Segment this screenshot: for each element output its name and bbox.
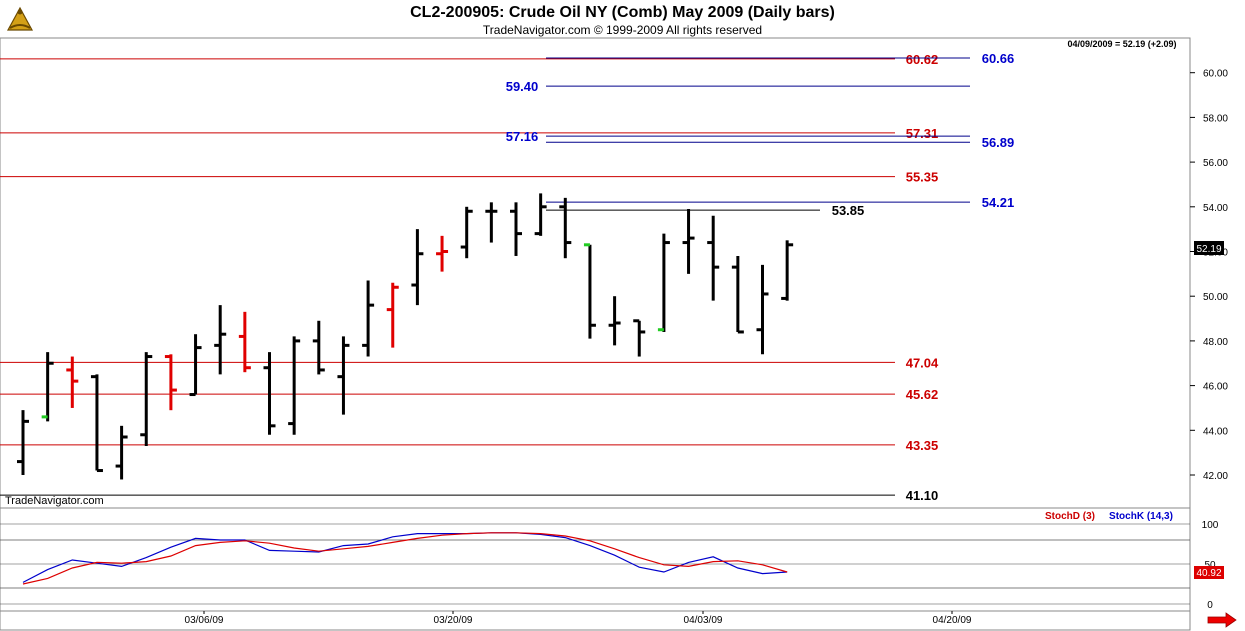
stoch-tag-box bbox=[1194, 566, 1224, 579]
stoch-tag-text: 40.92 bbox=[1196, 568, 1221, 579]
last-quote-text: 04/09/2009 = 52.19 (+2.09) bbox=[1067, 39, 1176, 49]
ohlc-bar bbox=[510, 202, 522, 256]
stochd-line bbox=[22, 532, 788, 585]
scroll-right-arrow-icon[interactable] bbox=[1206, 612, 1238, 628]
ohlc-bar bbox=[214, 305, 227, 375]
stochd-legend: StochD (3) bbox=[1045, 511, 1095, 522]
level-label-blue: 56.89 bbox=[982, 135, 1015, 150]
date-tick-label: 04/20/09 bbox=[933, 615, 972, 626]
price-tick-label: 46.00 bbox=[1203, 382, 1228, 393]
chart-title: CL2-200905: Crude Oil NY (Comb) May 2009… bbox=[410, 4, 835, 21]
ohlc-bar bbox=[707, 215, 720, 301]
price-tag-text: 52.19 bbox=[1196, 244, 1221, 255]
stoch-tick-label: 100 bbox=[1202, 520, 1219, 531]
price-tick-label: 60.00 bbox=[1203, 69, 1228, 80]
stoch-tick-label: 0 bbox=[1207, 600, 1213, 611]
ohlc-bar bbox=[164, 354, 177, 411]
ohlc-bar bbox=[386, 282, 399, 348]
ohlc-bar bbox=[436, 235, 449, 272]
date-tick-label: 03/06/09 bbox=[185, 615, 224, 626]
ohlc-bar bbox=[485, 202, 498, 243]
level-label-blue: 57.16 bbox=[506, 129, 539, 144]
sextant-logo-icon bbox=[6, 6, 34, 31]
ohlc-bar bbox=[90, 374, 103, 473]
level-label-red: 57.31 bbox=[906, 126, 939, 141]
ohlc-bar bbox=[140, 352, 153, 446]
level-label-red: 43.35 bbox=[906, 438, 939, 453]
ohlc-bar bbox=[411, 229, 424, 306]
ohlc-bar bbox=[633, 319, 646, 357]
ohlc-bar bbox=[756, 264, 769, 355]
ohlc-bar bbox=[657, 233, 670, 332]
ohlc-bar bbox=[682, 209, 695, 274]
ohlc-bar bbox=[362, 280, 375, 357]
ohlc-bar bbox=[288, 336, 301, 435]
level-label-black: 53.85 bbox=[832, 203, 865, 218]
level-label-blue: 59.40 bbox=[506, 79, 539, 94]
level-label-red: 55.35 bbox=[906, 170, 939, 185]
date-axis-frame bbox=[0, 610, 1191, 631]
ohlc-bar bbox=[337, 336, 350, 415]
ohlc-bar bbox=[238, 311, 251, 373]
price-tick-label: 48.00 bbox=[1203, 337, 1228, 348]
ohlc-bar bbox=[608, 296, 621, 346]
stochk-line bbox=[22, 532, 788, 583]
stoch-tick-label: 50 bbox=[1204, 560, 1216, 571]
date-tick-label: 03/20/09 bbox=[434, 615, 473, 626]
ohlc-bar bbox=[17, 410, 29, 475]
level-label-black: 41.10 bbox=[906, 488, 939, 503]
ohlc-bar bbox=[731, 255, 744, 334]
level-label-blue: 54.21 bbox=[982, 195, 1015, 210]
level-label-red: 47.04 bbox=[906, 355, 939, 370]
price-panel-frame bbox=[0, 37, 1191, 509]
ohlc-bar bbox=[460, 206, 473, 259]
price-tick-label: 42.00 bbox=[1203, 471, 1228, 482]
stoch-panel-frame bbox=[0, 507, 1191, 612]
ohlc-bar bbox=[312, 320, 325, 375]
price-tick-label: 56.00 bbox=[1203, 158, 1228, 169]
level-label-red: 60.62 bbox=[906, 52, 939, 67]
ohlc-bar bbox=[189, 334, 202, 397]
price-tick-label: 50.00 bbox=[1203, 292, 1228, 303]
price-tick-label: 54.00 bbox=[1203, 203, 1228, 214]
ohlc-bar bbox=[41, 352, 54, 422]
price-tick-label: 44.00 bbox=[1203, 426, 1228, 437]
ohlc-bar bbox=[781, 240, 794, 301]
level-label-red: 45.62 bbox=[906, 387, 939, 402]
copyright-subtitle: TradeNavigator.com © 1999-2009 All right… bbox=[482, 23, 763, 37]
ohlc-bar bbox=[66, 356, 79, 408]
date-tick-label: 04/03/09 bbox=[684, 615, 723, 626]
ohlc-bar bbox=[115, 425, 128, 480]
ohlc-bar bbox=[263, 352, 276, 435]
stochk-legend: StochK (14,3) bbox=[1109, 511, 1173, 522]
level-label-blue: 60.66 bbox=[982, 51, 1015, 66]
price-tick-label: 58.00 bbox=[1203, 113, 1228, 124]
watermark-text: TradeNavigator.com bbox=[5, 495, 104, 507]
ohlc-bar bbox=[559, 197, 572, 259]
price-tag-box bbox=[1194, 241, 1224, 255]
ohlc-bar bbox=[583, 243, 596, 339]
ohlc-bar bbox=[534, 193, 547, 236]
